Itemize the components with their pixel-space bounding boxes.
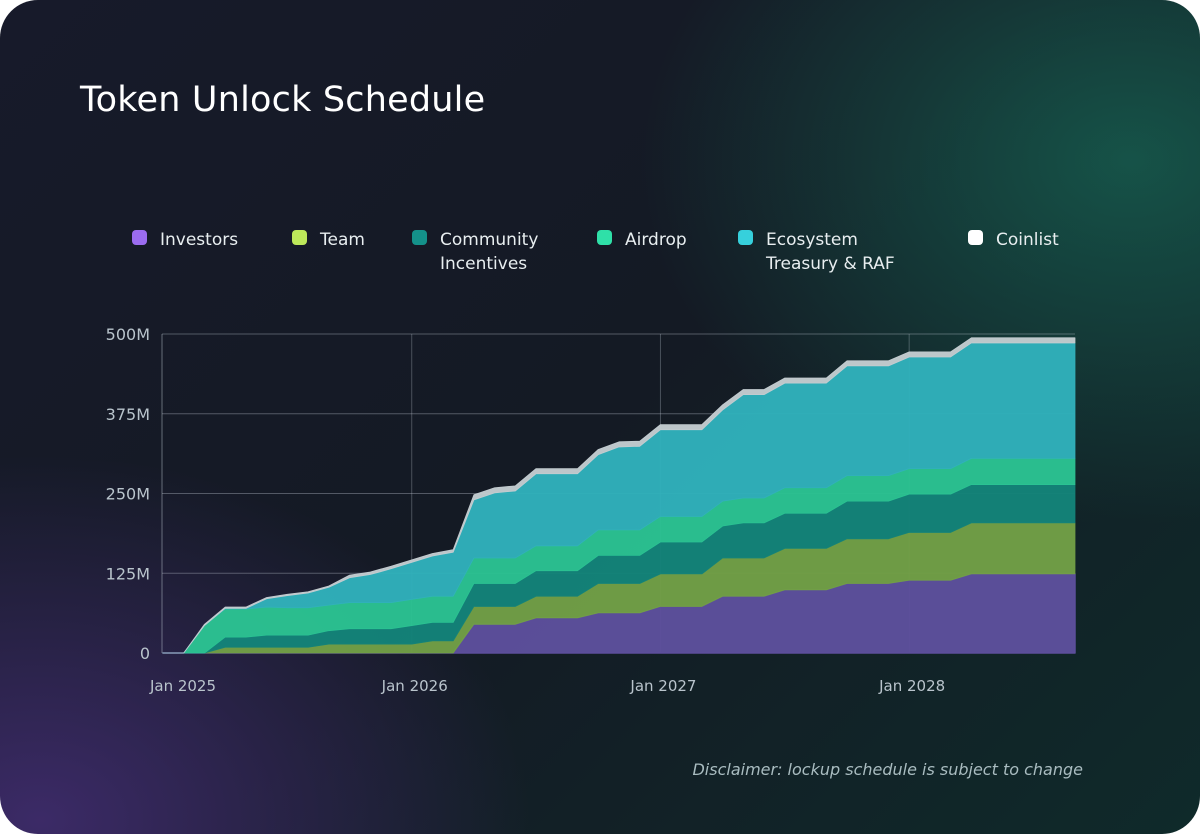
legend-swatch-icon <box>597 230 612 245</box>
disclaimer: Disclaimer: lockup schedule is subject t… <box>692 760 1083 779</box>
legend-swatch-icon <box>132 230 147 245</box>
legend-label: Coinlist <box>996 230 1059 250</box>
legend-label: Community Incentives <box>440 230 539 274</box>
legend-item-team: Team <box>292 228 365 252</box>
y-tick-label: 375M <box>106 405 150 424</box>
legend-swatch-icon <box>292 230 307 245</box>
legend-label: Team <box>320 230 365 250</box>
legend-label: Ecosystem Treasury & RAF <box>766 230 895 274</box>
y-tick-label: 125M <box>106 564 150 583</box>
chart-title: Token Unlock Schedule <box>80 80 486 120</box>
legend-swatch-icon <box>968 230 983 245</box>
legend-swatch-icon <box>738 230 753 245</box>
axes: 0 125M 250M 375M 500M Jan 2025 Jan 2026 Jan 202… <box>106 325 946 695</box>
legend-swatch-icon <box>412 230 427 245</box>
y-tick-label: 250M <box>106 485 150 504</box>
x-tick-label: Jan 2028 <box>878 677 945 695</box>
x-tick-label: Jan 2026 <box>381 677 448 695</box>
area-coinlist <box>162 337 1076 654</box>
stacked-areas <box>162 337 1076 654</box>
y-tick-label: 500M <box>106 325 150 344</box>
legend-label: Investors <box>160 230 239 250</box>
y-tick-label: 0 <box>140 644 150 663</box>
legend-item-coinlist: Coinlist <box>968 228 1059 252</box>
legend-item-investors: Investors <box>132 228 238 252</box>
x-tick-label: Jan 2025 <box>149 677 216 695</box>
legend-item-ecosystem: Ecosystem Treasury & RAF <box>738 228 895 276</box>
legend-item-airdrop: Airdrop <box>597 228 687 252</box>
legend-label: Airdrop <box>625 230 687 250</box>
legend-item-community-incentives: Community Incentives <box>412 228 538 276</box>
x-tick-label: Jan 2027 <box>629 677 696 695</box>
